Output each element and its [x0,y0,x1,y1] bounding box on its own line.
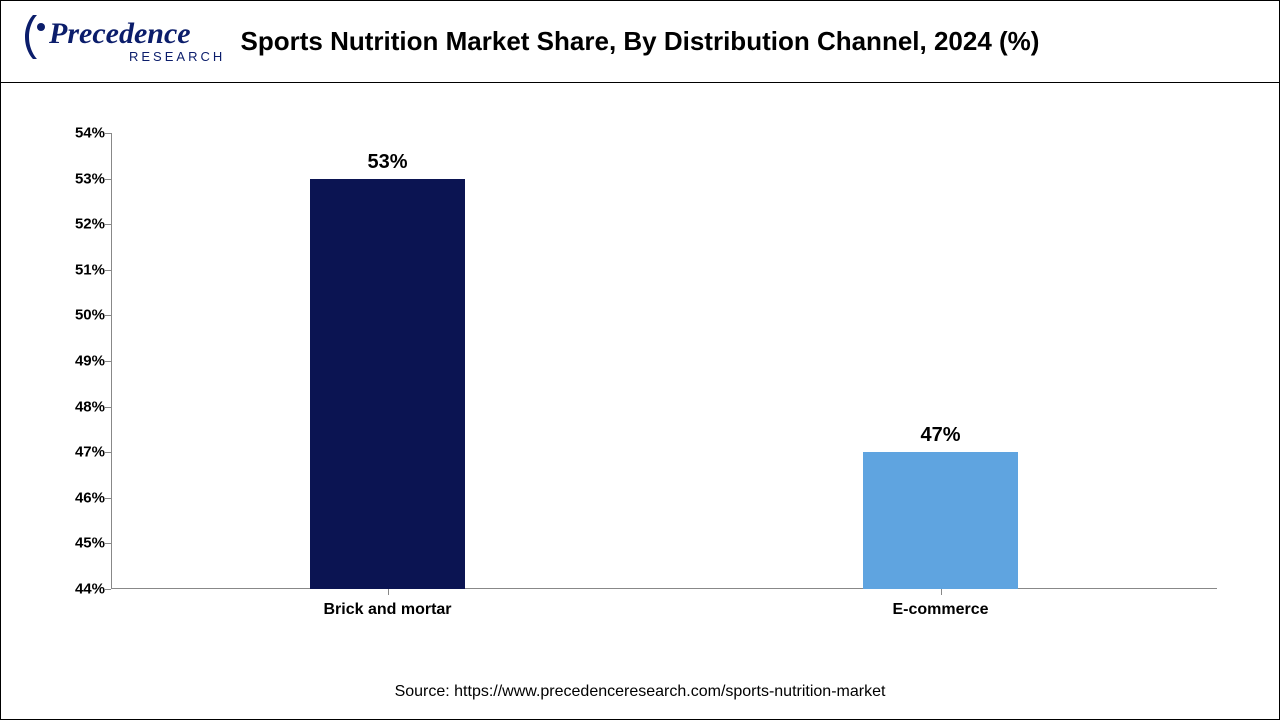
y-tick-label: 50% [53,307,105,324]
x-axis [111,588,1217,589]
x-tick-label: Brick and mortar [323,601,451,619]
y-tick-label: 51% [53,261,105,278]
chart-frame: Precedence RESEARCH Sports Nutrition Mar… [0,0,1280,720]
y-tick-label: 44% [53,581,105,598]
y-tick-mark [105,452,111,453]
source-text: Source: https://www.precedenceresearch.c… [1,683,1279,701]
logo-text-1: Precedence [48,17,191,50]
plot-region: 44% 45% 46% 47% 48% 49% 50% 51% 52% 53% 54% 53% Bric… [53,113,1227,649]
swoosh-icon [25,15,37,59]
dot-icon [37,23,45,31]
header: Precedence RESEARCH Sports Nutrition Mar… [1,1,1279,83]
x-tick-mark [388,589,389,595]
y-tick-label: 47% [53,444,105,461]
logo-text-2: RESEARCH [129,49,225,64]
y-tick-mark [105,224,111,225]
bar-value-label: 53% [367,151,407,174]
y-tick-label: 53% [53,170,105,187]
bar [863,452,1018,589]
brand-logo: Precedence RESEARCH [19,9,229,80]
y-tick-label: 54% [53,125,105,142]
y-tick-label: 49% [53,353,105,370]
y-axis [111,133,112,589]
bar [310,179,465,589]
y-tick-mark [105,543,111,544]
y-tick-mark [105,133,111,134]
y-tick-label: 48% [53,398,105,415]
y-tick-mark [105,315,111,316]
y-tick-mark [105,589,111,590]
y-tick-label: 45% [53,535,105,552]
y-tick-mark [105,179,111,180]
x-tick-label: E-commerce [892,601,988,619]
y-tick-label: 46% [53,489,105,506]
y-tick-mark [105,407,111,408]
bar-value-label: 47% [920,424,960,447]
x-tick-mark [941,589,942,595]
y-tick-label: 52% [53,216,105,233]
y-tick-mark [105,498,111,499]
y-tick-mark [105,361,111,362]
y-tick-mark [105,270,111,271]
